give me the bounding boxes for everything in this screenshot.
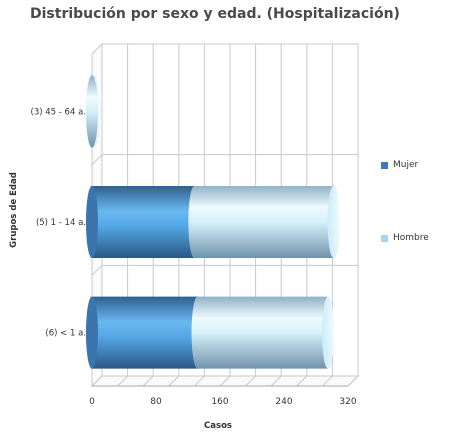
legend-label-hombre: Hombre bbox=[393, 233, 429, 243]
legend-swatch-mujer bbox=[381, 161, 388, 169]
x-tick-label: 160 bbox=[211, 397, 228, 407]
bar-body bbox=[188, 186, 340, 258]
bar-cap bbox=[322, 296, 334, 369]
bar-hombre bbox=[191, 296, 334, 369]
floor-gridline bbox=[142, 375, 154, 387]
bar-start-cap bbox=[86, 75, 98, 148]
bar-hombre bbox=[188, 186, 340, 258]
floor-gridline bbox=[245, 375, 256, 387]
category-label: (6) < 1 a. bbox=[45, 329, 86, 339]
y-axis-title: Grupos de Edad bbox=[9, 172, 19, 248]
bar-body bbox=[191, 296, 334, 369]
bar-mujer bbox=[86, 296, 204, 369]
floor-gridline bbox=[322, 375, 333, 387]
floor-gridline bbox=[219, 375, 231, 387]
category-separator-depth bbox=[91, 264, 103, 276]
legend-item-mujer: Mujer bbox=[381, 160, 418, 171]
x-tick-label: 0 bbox=[89, 397, 95, 407]
category-separator-depth bbox=[91, 154, 103, 166]
legend-swatch-hombre bbox=[381, 234, 388, 242]
bar-cap bbox=[327, 186, 340, 258]
floor-gridline bbox=[168, 375, 180, 387]
category-label: (5) 1 - 14 a. bbox=[36, 218, 86, 228]
bar-start-cap bbox=[86, 296, 98, 369]
floor-gridline bbox=[91, 375, 103, 387]
legend-item-hombre: Hombre bbox=[381, 233, 429, 244]
bar-mujer bbox=[86, 186, 201, 258]
floor-gridline bbox=[270, 375, 282, 387]
bar-start-cap bbox=[86, 186, 98, 258]
x-tick-label: 240 bbox=[275, 397, 292, 407]
bar-body bbox=[86, 186, 201, 258]
x-axis-title: Casos bbox=[204, 421, 232, 431]
x-tick-label: 320 bbox=[339, 397, 356, 407]
floor-gridline bbox=[194, 375, 205, 387]
legend-label-mujer: Mujer bbox=[393, 160, 419, 170]
chart-title: Distribución por sexo y edad. (Hospitali… bbox=[30, 6, 400, 22]
x-tick-label: 80 bbox=[150, 397, 162, 407]
floor-gridline bbox=[296, 375, 308, 387]
category-label: (3) 45 - 64 a. bbox=[31, 107, 86, 117]
bar-body bbox=[86, 296, 204, 369]
floor-gridline bbox=[117, 375, 128, 387]
floor-gridline bbox=[347, 375, 359, 387]
